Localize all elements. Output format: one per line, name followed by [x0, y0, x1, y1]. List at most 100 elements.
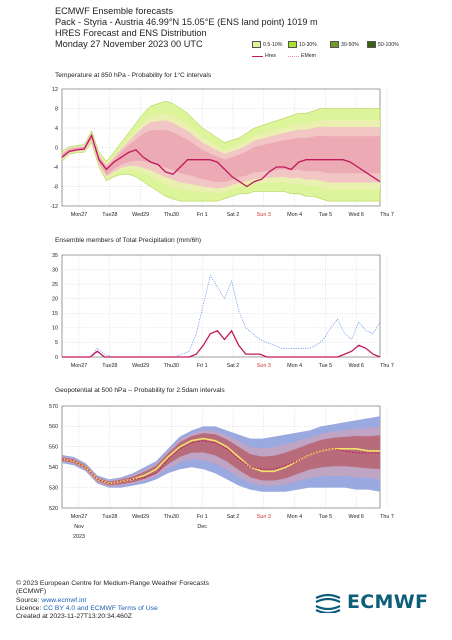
meteogram-charts: -12 -8 -4 0 4 8 12 Mon27 Tue28 Wed29 Thu30 Fri 1 Sat…	[49, 87, 394, 540]
precipitation-xtick-label: Thu30	[164, 363, 179, 369]
precipitation-panel-title: Ensemble members of Total Precipitation …	[55, 237, 202, 244]
temperature-ytick-label: 12	[52, 87, 58, 93]
precipitation-ytick-label: 20	[52, 297, 58, 303]
temperature-hres-line	[61, 133, 381, 188]
precipitation-ytick-label: 5	[55, 340, 58, 346]
legend-item: 50-100%	[367, 41, 399, 48]
geopotential-hres-line	[61, 440, 380, 484]
legend-line	[288, 55, 299, 57]
geopotential-ytick-label: 560	[49, 424, 58, 430]
legend-swatch	[288, 41, 297, 48]
legend-label: 30-50%	[341, 41, 359, 48]
organization-text: (ECMWF)	[16, 588, 47, 596]
precipitation-ytick-label: 0	[55, 355, 58, 361]
geopotential-xtick-label: Wed 6	[348, 514, 363, 520]
precipitation-xtick-label: Sat 2	[227, 363, 240, 369]
licence-link[interactable]: CC BY 4.0 and ECMWF Terms of Use	[43, 604, 158, 612]
geopotential-xtick-label: Sat 2	[227, 514, 240, 520]
precipitation-xtick-label: Mon 4	[287, 363, 302, 369]
legend-label: EMem	[301, 53, 316, 59]
precipitation-ytick-label: 30	[52, 267, 58, 273]
geopotential-ytick-label: 540	[49, 465, 58, 471]
geopotential-ytick-label: 520	[49, 506, 58, 512]
geopotential-xtick-label: Tue 5	[319, 514, 333, 520]
temperature-xtick-label: Tue 5	[319, 212, 333, 218]
legend-item: 10-30%	[288, 41, 317, 48]
header-location: Pack - Styria - Austria 46.99°N 15.05°E …	[55, 17, 318, 27]
geopotential-ytick-label: 550	[49, 445, 58, 451]
precipitation-xtick-label: Tue 5	[319, 363, 333, 369]
geopotential-panel-title: Geopotential at 500 hPa -- Probability f…	[55, 387, 225, 394]
temperature-probability-band	[62, 129, 380, 183]
geopotential-xtick-label: Mon27	[71, 514, 87, 520]
temperature-ytick-label: -4	[53, 165, 58, 171]
precipitation-xtick-label: Sun 3	[257, 363, 271, 369]
legend-line	[252, 55, 263, 57]
legend-swatch	[330, 41, 339, 48]
precipitation-ytick-label: 35	[52, 253, 58, 259]
temperature-ytick-label: -12	[50, 204, 58, 210]
precipitation-xtick-label: Thu 7	[380, 363, 394, 369]
geopotential-xtick-label: Fri 1	[197, 514, 208, 520]
month-label-dec: Dec	[197, 524, 207, 530]
precipitation-hres-line	[62, 329, 381, 358]
geopotential-xtick-label: Tue28	[102, 514, 117, 520]
header-title: ECMWF Ensemble forecasts	[55, 6, 173, 16]
licence-label: Licence:	[16, 604, 44, 612]
legend-hres: Hres	[252, 53, 276, 59]
geopotential-ytick-label: 530	[49, 485, 58, 491]
temperature-ytick-label: -8	[53, 184, 58, 190]
temperature-xtick-label: Fri 1	[197, 212, 208, 218]
temperature-xtick-label: Thu30	[164, 212, 179, 218]
ecmwf-logo-icon	[315, 593, 341, 613]
source-label: Source:	[16, 596, 42, 604]
temperature-ytick-label: 8	[55, 106, 58, 112]
precipitation-xtick-label: Mon27	[71, 363, 87, 369]
temperature-xtick-label: Wed 6	[348, 212, 363, 218]
temperature-xtick-label: Sat 2	[227, 212, 240, 218]
legend-emem: EMem	[288, 53, 316, 59]
precipitation-xtick-label: Wed 6	[348, 363, 363, 369]
geopotential-xtick-label: Thu 7	[380, 514, 394, 520]
legend-item: 30-50%	[330, 41, 359, 48]
footer: © 2023 European Centre for Medium-Range …	[16, 580, 209, 621]
precipitation-xtick-label: Wed29	[132, 363, 149, 369]
ecmwf-logo-text: ECMWF	[347, 591, 429, 613]
source-line: Source: www.ecmwf.int	[16, 597, 209, 605]
geopotential-probability-band	[62, 433, 380, 486]
temperature-xtick-label: Tue28	[102, 212, 117, 218]
geopotential-xtick-label: Wed29	[132, 514, 149, 520]
licence-line: Licence: CC BY 4.0 and ECMWF Terms of Us…	[16, 605, 209, 613]
legend-swatch	[252, 41, 261, 48]
geopotential-xtick-label: Sun 3	[257, 514, 271, 520]
temperature-ytick-label: 0	[55, 145, 58, 151]
header-subtitle: HRES Forecast and ENS Distribution	[55, 28, 207, 38]
temperature-ytick-label: 4	[55, 126, 58, 132]
legend-label: 10-30%	[299, 41, 317, 48]
legend-item: 0.5-10%	[252, 41, 282, 48]
precipitation-ytick-label: 25	[52, 282, 58, 288]
year-label: 2023	[73, 534, 85, 540]
temperature-xtick-label: Mon 4	[287, 212, 302, 218]
legend-swatch	[367, 41, 376, 48]
header: ECMWF Ensemble forecasts Pack - Styria -…	[55, 6, 318, 50]
precipitation-ytick-label: 10	[52, 326, 58, 332]
precipitation-plot-frame	[61, 254, 381, 358]
temperature-xtick-label: Sun 3	[257, 212, 271, 218]
created-text: Created at 2023-11-27T13:20:34.460Z	[16, 613, 132, 621]
month-label-nov: Nov	[74, 524, 84, 530]
temperature-panel-title: Temperature at 850 hPa - Probability for…	[55, 72, 212, 79]
temperature-xtick-label: Mon27	[71, 212, 87, 218]
source-link[interactable]: www.ecmwf.int	[41, 596, 87, 604]
ecmwf-logo: ECMWF	[313, 591, 428, 613]
geopotential-ytick-label: 570	[49, 404, 58, 410]
precipitation-xtick-label: Fri 1	[197, 363, 208, 369]
legend-label: Hres	[265, 53, 276, 59]
temperature-xtick-label: Thu 7	[380, 212, 394, 218]
legend-label: 50-100%	[378, 41, 399, 48]
precipitation-ytick-label: 15	[52, 311, 58, 317]
geopotential-xtick-label: Mon 4	[287, 514, 302, 520]
legend-label: 0.5-10%	[263, 41, 283, 48]
temperature-xtick-label: Wed29	[132, 212, 149, 218]
precipitation-xtick-label: Tue28	[102, 363, 117, 369]
